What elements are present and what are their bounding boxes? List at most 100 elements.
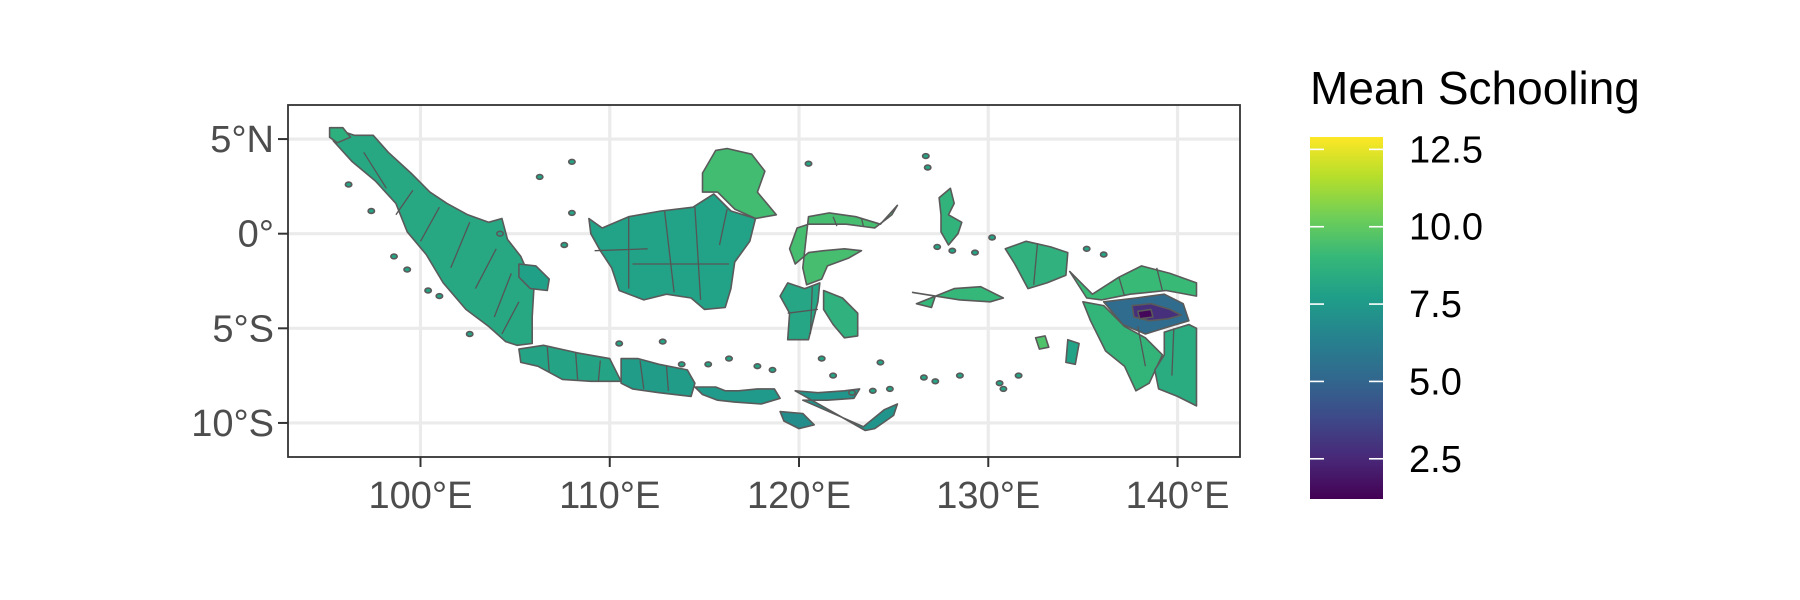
x-tick-label: 120°E	[747, 475, 851, 517]
region-bangka-belitung	[518, 263, 550, 292]
legend-label: 12.5	[1409, 129, 1483, 171]
admin-boundary	[597, 360, 601, 382]
legend-label: 7.5	[1409, 284, 1462, 326]
legend-label: 10.0	[1409, 207, 1483, 249]
admin-boundary	[694, 207, 702, 300]
regions-layer	[328, 126, 1198, 432]
islet	[923, 164, 932, 171]
islet	[999, 385, 1008, 393]
region-sulawesi-southeast	[822, 289, 859, 339]
islet	[677, 361, 686, 368]
islet	[933, 243, 942, 251]
islet	[560, 241, 569, 249]
islet	[868, 387, 877, 394]
islet	[948, 247, 957, 254]
x-tick-label: 130°E	[936, 475, 1040, 517]
islet	[495, 230, 504, 237]
islet	[1014, 372, 1023, 379]
islet	[535, 173, 544, 181]
islet	[817, 355, 826, 362]
islet	[465, 330, 474, 338]
admin-boundary	[665, 366, 670, 391]
islet	[424, 287, 433, 294]
islet	[885, 385, 894, 393]
islet	[403, 266, 412, 273]
region-kei-islands	[1034, 335, 1050, 350]
admin-boundary	[860, 218, 865, 227]
islet	[995, 380, 1004, 387]
region-papua-merauke	[1154, 323, 1198, 407]
legend-label: 2.5	[1409, 439, 1462, 481]
admin-boundary	[474, 248, 497, 289]
legend-title: Mean Schooling	[1310, 62, 1640, 114]
legend-label: 5.0	[1409, 361, 1462, 403]
islet	[367, 207, 376, 215]
admin-boundary	[718, 208, 728, 246]
islet	[658, 338, 667, 345]
y-tick-label: 5°N	[210, 119, 274, 161]
admin-boundary	[1118, 277, 1126, 297]
x-tick-label: 110°E	[559, 475, 660, 517]
islet	[919, 374, 928, 381]
admin-boundary	[363, 151, 387, 189]
admin-boundary	[493, 273, 512, 318]
islet	[804, 160, 813, 167]
islet	[724, 355, 733, 362]
islet	[389, 253, 398, 260]
admin-boundary	[1033, 243, 1039, 285]
region-borneo-north	[701, 147, 778, 220]
x-axis: 100°E 110°E 120°E 130°E 140°E	[369, 457, 1230, 517]
region-java-west	[518, 344, 622, 383]
islet	[847, 389, 856, 396]
islet	[931, 378, 940, 385]
region-flores-timor	[794, 388, 899, 432]
islet	[921, 152, 930, 160]
x-tick-label: 100°E	[369, 475, 473, 517]
islet	[567, 209, 576, 217]
admin-boundary	[832, 216, 838, 227]
admin-boundary	[546, 347, 550, 372]
islet	[753, 363, 762, 370]
region-sulawesi-north	[788, 204, 899, 286]
islet	[988, 234, 997, 241]
admin-boundary	[419, 206, 440, 242]
y-tick-label: 5°S	[212, 308, 274, 350]
region-java-east	[620, 357, 696, 398]
islet	[829, 372, 838, 379]
y-axis: 5°N 0° 5°S 10°S	[191, 119, 288, 445]
admin-boundary	[450, 222, 471, 269]
islet	[567, 158, 576, 166]
region-maluku-north	[938, 187, 963, 246]
admin-boundary	[1137, 326, 1147, 367]
legend: Mean Schooling 12.5 10.0 7.5 5.0 2.5	[1310, 62, 1640, 499]
region-sumba	[779, 410, 815, 430]
admin-boundary	[787, 308, 818, 314]
map-panel-background	[288, 105, 1240, 457]
admin-boundary	[1171, 328, 1175, 376]
legend-colorbar	[1310, 137, 1383, 499]
region-sumatra-north-tip	[328, 126, 352, 144]
islet	[435, 292, 444, 300]
region-papua-bird-head	[1004, 240, 1069, 290]
islet	[955, 372, 964, 379]
region-borneo-south	[588, 193, 757, 311]
region-papua-highlands-core	[1137, 308, 1154, 320]
region-aru-islands	[1065, 338, 1080, 366]
region-papua-south	[1082, 301, 1164, 392]
admin-boundary	[1156, 267, 1164, 291]
islet	[1082, 245, 1091, 253]
region-bali-nusa-tenggara	[694, 386, 781, 405]
x-tick-label: 140°E	[1126, 475, 1230, 517]
legend-ticks: 12.5 10.0 7.5 5.0 2.5	[1310, 129, 1483, 481]
admin-boundary	[594, 248, 648, 252]
islet	[615, 340, 624, 347]
y-tick-label: 0°	[238, 214, 274, 256]
islet	[1099, 251, 1108, 258]
islet	[704, 361, 713, 368]
admin-boundary	[575, 352, 579, 380]
islet	[768, 366, 777, 374]
region-papua-north	[1068, 265, 1198, 301]
admin-boundary	[639, 360, 645, 389]
map-panel-border	[287, 104, 1241, 458]
